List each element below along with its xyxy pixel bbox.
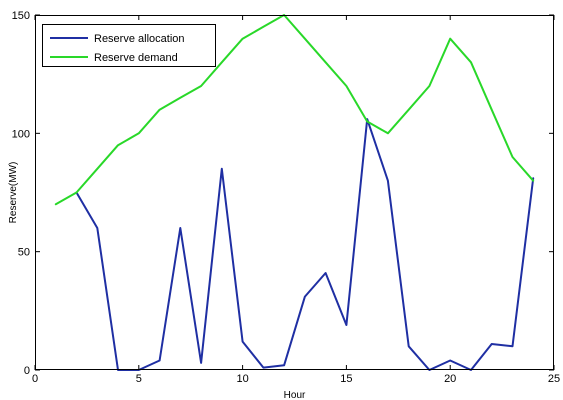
- series-line-reserve-demand: [54, 14, 535, 206]
- legend: Reserve allocation Reserve demand: [42, 24, 216, 67]
- legend-entry-reserve-demand: Reserve demand: [94, 52, 178, 64]
- y-tick-label: 150: [12, 10, 30, 22]
- legend-box: [42, 24, 216, 67]
- series-layer: [54, 14, 535, 371]
- y-tick-label: 0: [24, 365, 30, 377]
- ticks-layer: 0 5 10 15 20 25 0 50 100 150: [12, 10, 560, 385]
- x-tick-label: 25: [548, 373, 560, 385]
- x-tick-label: 5: [136, 373, 142, 385]
- y-axis-label: Reserve(MW): [8, 162, 19, 224]
- series-line-reserve-allocation: [75, 118, 535, 371]
- x-tick-label: 20: [444, 373, 456, 385]
- x-axis-label: Hour: [284, 390, 306, 400]
- x-tick-label: 0: [32, 373, 38, 385]
- x-tick-label: 10: [236, 373, 248, 385]
- plot-background: [35, 15, 554, 370]
- x-tick-label: 15: [340, 373, 352, 385]
- legend-entry-reserve-allocation: Reserve allocation: [94, 33, 185, 45]
- y-tick-label: 50: [18, 247, 30, 259]
- plot-frame: [35, 15, 554, 370]
- y-tick-label: 100: [12, 128, 30, 140]
